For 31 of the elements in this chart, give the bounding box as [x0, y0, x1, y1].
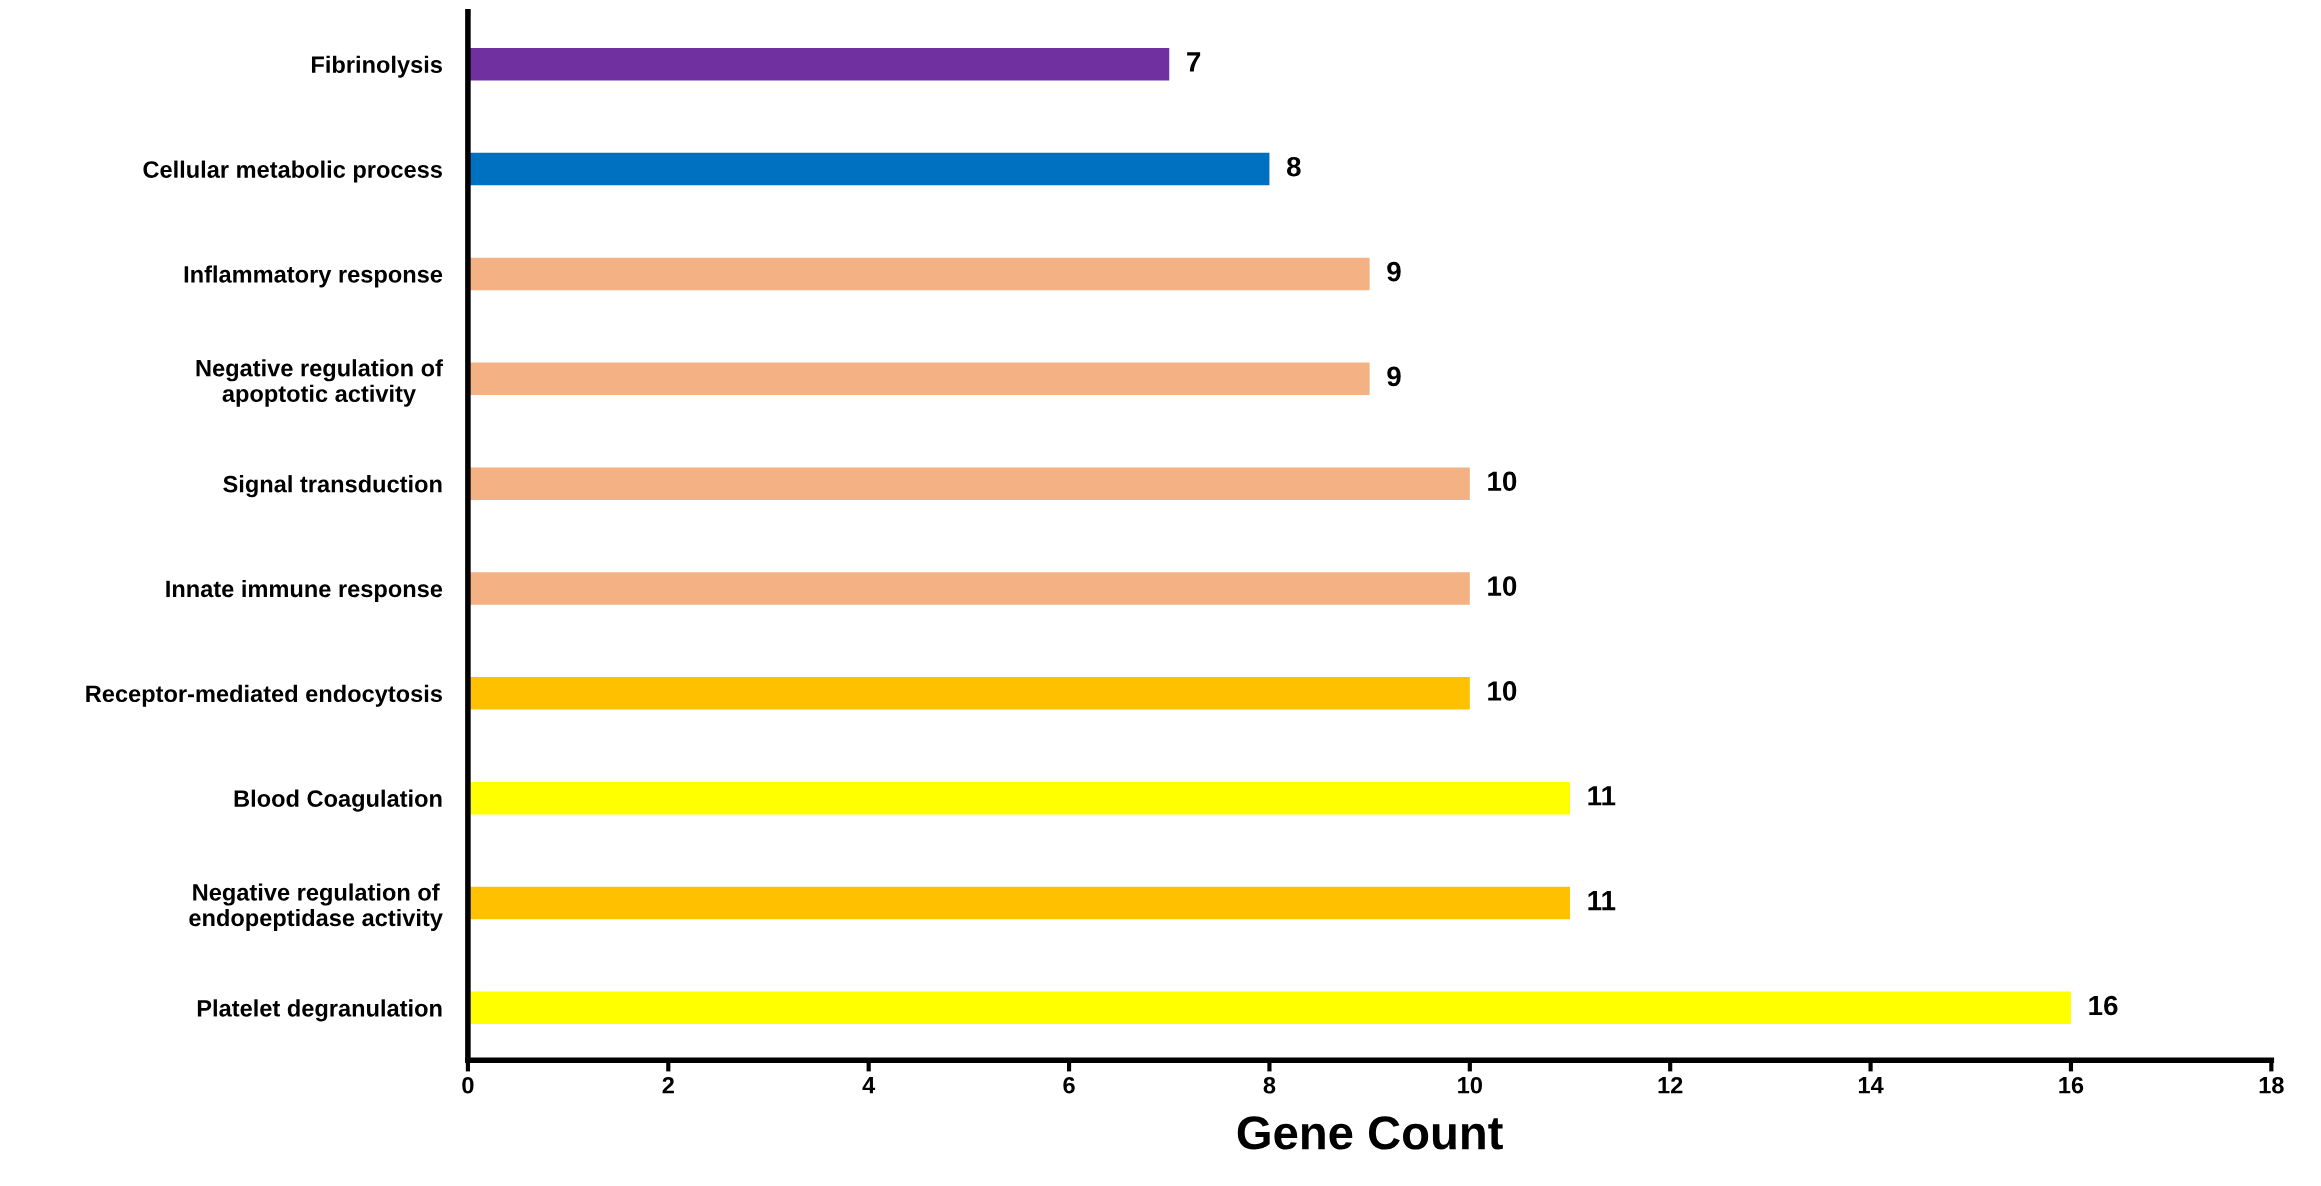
x-tick-label: 12 — [1658, 1076, 1683, 1094]
y-tick-label: Inflammatory response — [184, 265, 443, 288]
data-label: 10 — [1488, 471, 1517, 492]
data-label: 9 — [1387, 261, 1401, 282]
y-tick-label: Signal transduction — [223, 475, 442, 498]
x-tick-label: 10 — [1458, 1076, 1482, 1094]
y-tick-label: Blood Coagulation — [234, 789, 442, 812]
y-tick-label: Cellular metabolic process — [143, 160, 442, 183]
x-tick-label: 16 — [2059, 1076, 2084, 1094]
data-label: 11 — [1588, 786, 1616, 806]
x-tick-label: 8 — [1263, 1076, 1276, 1094]
x-tick-label: 18 — [2259, 1076, 2284, 1094]
x-tick-label: 14 — [1858, 1077, 1884, 1094]
data-label: 7 — [1187, 52, 1201, 72]
data-label: 8 — [1286, 156, 1301, 177]
data-label: 9 — [1387, 366, 1401, 387]
data-label: 16 — [2089, 995, 2118, 1016]
x-axis-title: Gene Count — [1237, 1116, 1503, 1150]
data-label: 10 — [1488, 681, 1517, 701]
x-tick-label: 6 — [1063, 1076, 1075, 1094]
y-tick-label: Negative regulation of apoptotic activity — [196, 359, 443, 407]
y-tick-label: Innate immune response — [166, 579, 443, 602]
x-tick-label: 2 — [662, 1076, 674, 1094]
x-tick-label: 0 — [462, 1076, 474, 1094]
y-tick-label: Receptor-mediated endocytosis — [86, 684, 442, 707]
y-tick-label: Platelet degranulation — [197, 999, 442, 1022]
x-tick-label: 4 — [862, 1077, 876, 1094]
y-tick-label: Fibrinolysis — [311, 55, 442, 78]
y-tick-label: Negative regulation of endopeptidase activity — [189, 883, 443, 931]
data-label: 11 — [1588, 891, 1616, 911]
data-label: 10 — [1488, 576, 1517, 596]
